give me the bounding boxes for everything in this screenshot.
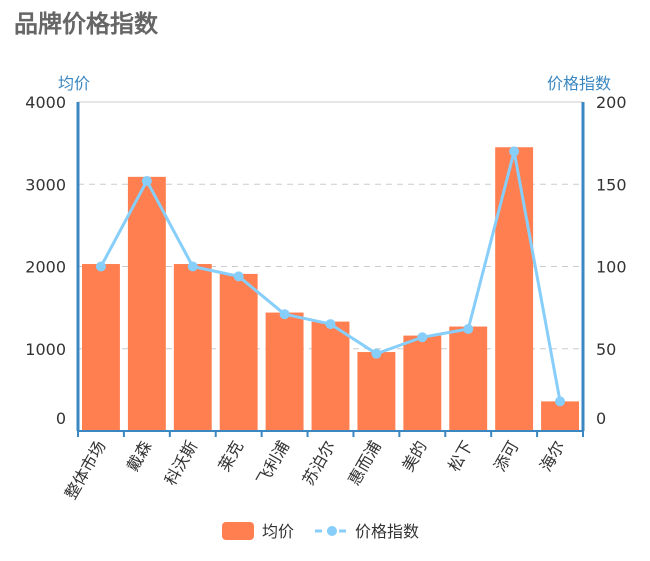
line-point: [555, 396, 566, 407]
y-tick-label-right: 200: [596, 93, 627, 112]
x-tick-label: 科沃斯: [161, 438, 201, 489]
bar-series: [82, 147, 579, 432]
legend: 均价 价格指数: [222, 522, 419, 541]
x-tick-label: 飞利浦: [253, 438, 293, 489]
line-point: [371, 348, 382, 359]
line-point: [187, 261, 198, 272]
y-tick-label-left: 4000: [25, 93, 66, 112]
line-series: [95, 146, 566, 407]
line-point: [141, 175, 152, 186]
y-tick-label-right: 100: [596, 258, 627, 277]
x-tick-label: 整体市场: [61, 438, 109, 503]
line-point: [95, 261, 106, 272]
bar: [82, 264, 120, 431]
legend-swatch-bar: [222, 522, 254, 540]
x-tick-label: 美的: [398, 438, 430, 475]
bar: [495, 147, 534, 432]
y-axis-title-right: 价格指数: [547, 74, 611, 93]
chart-title: 品牌价格指数: [14, 10, 158, 38]
bar: [311, 321, 350, 431]
bar: [219, 273, 258, 431]
y-tick-label-left: 2000: [25, 258, 66, 277]
bar: [449, 326, 488, 431]
y-tick-label-right: 0: [596, 409, 606, 428]
bar: [265, 312, 304, 431]
y-tick-label-right: 150: [596, 175, 627, 194]
legend-label-bar: 均价: [262, 522, 294, 541]
x-tick-label: 莱克: [215, 438, 247, 475]
x-tick-label: 戴森: [123, 438, 155, 475]
y-axis-title-left: 均价: [58, 74, 90, 93]
x-tick-label: 松下: [444, 438, 476, 475]
line-point: [463, 324, 474, 335]
y-tick-label-left: 3000: [25, 175, 66, 194]
x-tick-label: 海尔: [536, 438, 568, 475]
bar: [357, 352, 396, 431]
y-tick-label-right: 50: [596, 340, 616, 359]
line-point: [417, 332, 428, 343]
bar: [127, 176, 166, 431]
line-point: [325, 319, 336, 330]
x-tick-label: 添可: [490, 438, 522, 475]
line-point: [509, 146, 520, 157]
legend-swatch-marker: [327, 526, 337, 536]
legend-label-line: 价格指数: [355, 522, 419, 541]
y-tick-label-left: 1000: [25, 340, 66, 359]
bar: [403, 335, 442, 431]
line-point: [279, 309, 290, 320]
x-tick-label: 惠而浦: [344, 438, 384, 489]
y-tick-label-left: 0: [56, 409, 66, 428]
bar: [173, 264, 212, 431]
line-point: [233, 271, 244, 282]
x-tick-label: 苏泊尔: [299, 438, 339, 489]
